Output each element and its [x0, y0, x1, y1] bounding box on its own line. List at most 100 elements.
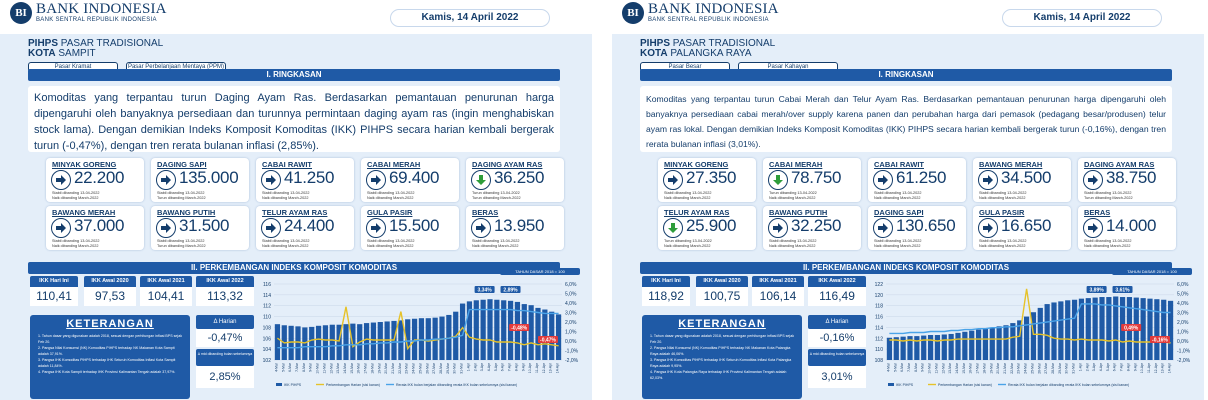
ikk-bar	[948, 333, 954, 360]
y2-tick-label: 4,0%	[1177, 301, 1189, 307]
ikk-bar	[370, 322, 377, 360]
x-tick-label: 17-Mar	[364, 362, 368, 374]
y-tick-label: 114	[875, 325, 883, 331]
y-tick-label: 106	[263, 336, 272, 342]
commodity-note: Turun dibanding 13-04-2022 Naik dibanding…	[769, 191, 817, 200]
section-ikk: II. PERKEMBANGAN INDEKS KOMPOSIT KOMODIT…	[640, 262, 1172, 274]
commodity-name: BAWANG MERAH	[52, 208, 116, 217]
x-tick-label: 13-Apr	[1161, 362, 1165, 373]
report-title: PIHPS PASAR TRADISIONAL	[28, 38, 164, 49]
ikk-bar	[1078, 298, 1085, 360]
x-tick-label: 5-Apr	[1106, 362, 1110, 371]
daily-change-line	[889, 288, 1171, 344]
x-tick-label: 22-Mar	[398, 362, 402, 374]
arrow-down-icon	[663, 218, 683, 238]
header: BI BANK INDONESIA BANK SENTRAL REPUBLIK …	[0, 0, 592, 34]
commodity-price: 69.400	[389, 168, 440, 187]
commodity-card: CABAI MERAH 69.400 Stabil dibanding 13-04-…	[361, 158, 459, 202]
report-title: PIHPS PASAR TRADISIONAL	[640, 38, 776, 49]
ikk-bar	[295, 326, 301, 360]
arrow-right-icon	[978, 170, 998, 190]
y2-tick-label: 1,0%	[565, 330, 577, 336]
ikk-bar	[1030, 312, 1037, 360]
commodity-card: MINYAK GORENG 27.350 Stabil dibanding 13-0…	[658, 158, 756, 202]
x-tick-label: 11-Apr	[535, 362, 539, 373]
x-tick-label: 19-Mar	[377, 362, 381, 374]
commodity-card: DAGING AYAM RAS 38.750 Stabil dibanding 13…	[1078, 158, 1176, 202]
value-label: 0,49%	[1124, 326, 1139, 332]
ikk-bar	[996, 326, 1002, 360]
ikk-bar	[941, 334, 947, 360]
commodity-price: 27.350	[686, 168, 737, 187]
ikk-chart: 122 120 118 116 114 112 110 108 6,0% 5,0% 4,0% 3,0%…	[875, 282, 1191, 387]
mtd-change-label: Δ mtd dibanding bulan sebelumnya	[808, 349, 866, 366]
city-title: KOTA SAMPIT	[28, 48, 96, 59]
commodity-name: DAGING SAPI	[874, 208, 924, 217]
value-label: -0,48%	[511, 326, 527, 332]
x-tick-label: 4-Mar	[886, 362, 890, 372]
base-year-note: TAHUN DASAR 2018 = 100	[500, 268, 580, 275]
arrow-right-icon	[471, 218, 491, 238]
ikk-bar	[535, 307, 541, 360]
ikk-bar	[521, 304, 527, 360]
x-tick-label: 5-Mar	[893, 362, 897, 372]
commodity-name: TELUR AYAM RAS	[664, 208, 730, 217]
arrow-down-icon	[768, 170, 788, 190]
commodity-price: 78.750	[791, 168, 842, 187]
ikk-box: IKK Awal 2021 104,41	[140, 276, 192, 306]
commodity-price: 135.000	[179, 168, 239, 187]
commodity-name: DAGING AYAM RAS	[1084, 160, 1155, 169]
commodity-price: 15.500	[389, 216, 440, 235]
ikk-bar	[955, 332, 961, 360]
ikk-bar	[907, 336, 913, 360]
x-tick-label: 31-Mar	[460, 362, 464, 374]
bank-name: BANK INDONESIA	[648, 1, 779, 17]
x-tick-label: 10-Mar	[316, 362, 320, 374]
keterangan-box: KETERANGAN 1. Tahun dasar yang digunakan…	[642, 315, 802, 399]
commodity-name: MINYAK GORENG	[664, 160, 729, 169]
commodity-card: CABAI RAWIT 61.250 Stabil dibanding 13-04-…	[868, 158, 966, 202]
commodity-note: Stabil dibanding 13-04-2022 Naik dibandin…	[262, 191, 310, 200]
commodity-price: 38.750	[1106, 168, 1157, 187]
x-tick-label: 29-Mar	[1058, 362, 1062, 374]
ikk-bar	[398, 320, 404, 360]
bi-logo-icon: BI	[10, 2, 32, 24]
ikk-bar	[322, 325, 329, 360]
ikk-bar	[1085, 298, 1091, 360]
ikk-bar	[1167, 300, 1174, 360]
x-tick-label: 21-Mar	[391, 362, 395, 374]
commodity-price: 13.950	[494, 216, 545, 235]
daily-change-label: Δ Harian	[196, 315, 254, 329]
y-tick-label: 120	[875, 293, 884, 299]
x-tick-label: 31-Mar	[1072, 362, 1076, 374]
legend-label: Rerata IKK bulan berjalan dibanding rera…	[396, 383, 517, 387]
section-ikk: II. PERKEMBANGAN INDEKS KOMPOSIT KOMODIT…	[28, 262, 560, 274]
commodity-card: CABAI MERAH 78.750 Turun dibanding 13-04-2…	[763, 158, 861, 202]
commodity-note: Stabil dibanding 13-04-2022 Naik dibandin…	[874, 191, 922, 200]
ikk-bar	[969, 330, 975, 360]
ikk-bar	[1010, 323, 1016, 360]
legend-label: IKK PIHPS	[284, 383, 302, 387]
ikk-bar	[1023, 316, 1030, 360]
y2-tick-label: 6,0%	[565, 282, 577, 288]
x-tick-label: 26-Mar	[1037, 362, 1041, 374]
y2-tick-label: -1,0%	[565, 349, 579, 355]
legend-label: IKK PIHPS	[896, 383, 914, 387]
x-tick-label: 11-Mar	[322, 362, 326, 373]
legend-swatch	[276, 383, 282, 386]
bank-subtitle: BANK SENTRAL REPUBLIK INDONESIA	[648, 17, 769, 23]
commodity-note: Stabil dibanding 13-04-2022 Turun dibandi…	[157, 191, 206, 200]
x-tick-label: 9-Apr	[1133, 362, 1137, 371]
x-tick-label: 29-Mar	[446, 362, 450, 374]
arrow-right-icon	[873, 170, 893, 190]
commodity-price: 130.650	[896, 216, 956, 235]
x-tick-label: 17-Mar	[976, 362, 980, 374]
commodity-price: 24.400	[284, 216, 335, 235]
y2-tick-label: 3,0%	[565, 311, 577, 317]
arrow-right-icon	[663, 170, 683, 190]
ikk-bar	[542, 309, 548, 360]
value-label: -0,16%	[1152, 338, 1168, 344]
commodity-card: DAGING SAPI 135.000 Stabil dibanding 13-04…	[151, 158, 249, 202]
y-tick-label: 122	[875, 282, 884, 288]
commodity-price: 25.900	[686, 216, 737, 235]
